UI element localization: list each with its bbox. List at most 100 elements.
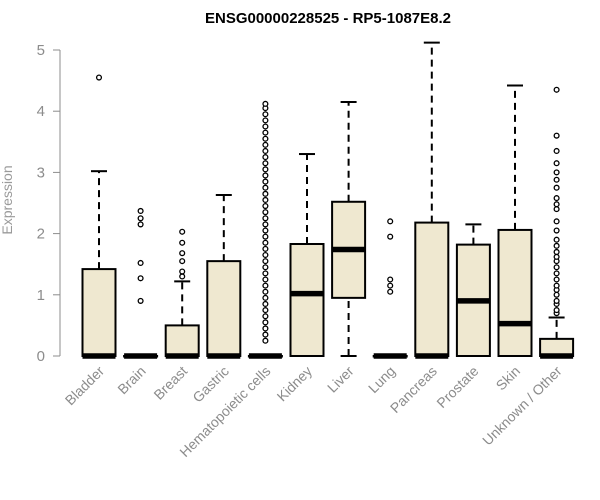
outlier-point: [553, 264, 560, 271]
outlier-point: [137, 207, 144, 215]
outlier-point: [553, 86, 560, 93]
outlier-point: [262, 270, 269, 277]
outlier-point: [137, 297, 144, 304]
outlier-point: [262, 190, 269, 197]
outlier-point: [553, 160, 560, 167]
outlier-point: [262, 166, 269, 173]
outlier-point: [262, 172, 269, 179]
outlier-point: [95, 74, 103, 81]
x-category-label: Unknown / Other: [479, 363, 565, 449]
box: [164, 324, 200, 357]
outlier-point: [262, 331, 269, 338]
box-group: [497, 84, 533, 357]
outlier-point: [179, 268, 186, 275]
outlier-point: [387, 233, 394, 240]
box: [206, 260, 242, 358]
box-group: [206, 194, 242, 359]
outlier-point: [262, 258, 269, 265]
outlier-point: [262, 300, 269, 308]
box-group: [123, 207, 159, 359]
y-tick-label: 3: [37, 164, 45, 181]
outlier-point: [387, 288, 394, 295]
outlier-point: [137, 221, 144, 228]
outlier-point: [387, 218, 394, 225]
box: [81, 268, 117, 358]
box-group: [331, 101, 367, 357]
y-tick-label: 4: [37, 103, 45, 120]
outlier-point: [553, 176, 560, 183]
outlier-point: [553, 236, 560, 243]
outlier-point: [262, 203, 269, 210]
outlier-point: [262, 245, 269, 252]
outlier-point: [262, 135, 269, 142]
x-category-label: Bladder: [62, 363, 108, 409]
box-group: [164, 228, 200, 359]
outlier-point: [179, 228, 186, 235]
outlier-point: [262, 178, 269, 185]
box-group: [539, 86, 575, 359]
y-tick-label: 5: [37, 42, 45, 59]
box-group: [247, 100, 283, 359]
outlier-point: [553, 291, 560, 298]
x-category-label: Lung: [365, 363, 398, 396]
outlier-point: [553, 132, 560, 139]
y-tick-label: 0: [37, 348, 45, 365]
box: [414, 221, 450, 357]
outlier-point: [262, 196, 269, 203]
chart-title: ENSG00000228525 - RP5-1087E8.2: [205, 10, 451, 27]
outlier-point: [262, 100, 269, 107]
x-category-label: Liver: [324, 363, 357, 396]
outlier-point: [262, 154, 269, 161]
outlier-point: [137, 275, 144, 282]
outlier-point: [553, 184, 560, 191]
outlier-point: [553, 282, 560, 289]
outlier-point: [262, 227, 269, 234]
outlier-point: [137, 215, 144, 222]
outlier-point: [262, 221, 269, 228]
outlier-point: [553, 248, 560, 256]
x-category-label: Breast: [150, 363, 190, 403]
box-group: [372, 218, 408, 359]
x-category-label: Brain: [114, 363, 148, 397]
outlier-point: [179, 258, 186, 265]
outlier-point: [262, 141, 269, 148]
outlier-point: [262, 337, 269, 344]
outlier-point: [262, 160, 269, 167]
outlier-point: [553, 253, 560, 260]
outlier-point: [553, 270, 560, 277]
outlier-point: [262, 123, 269, 130]
y-tick-label: 2: [37, 226, 45, 243]
outlier-point: [137, 259, 144, 267]
outlier-point: [387, 276, 394, 283]
outlier-point: [553, 242, 560, 249]
outlier-point: [179, 239, 186, 246]
outlier-point: [179, 250, 186, 257]
box-group: [455, 223, 491, 357]
outlier-point: [262, 251, 269, 259]
outlier-point: [553, 206, 560, 213]
outlier-point: [553, 297, 560, 304]
x-category-label: Prostate: [433, 363, 481, 411]
boxes: [81, 41, 575, 359]
outlier-point: [553, 276, 560, 283]
y-axis-label: Expression: [0, 165, 15, 234]
box-group: [81, 74, 117, 359]
outlier-point: [179, 273, 186, 280]
outlier-point: [262, 264, 269, 271]
y-axis: 0 1 2 3 4 5: [37, 42, 61, 365]
outlier-point: [553, 227, 560, 234]
outlier-point: [262, 117, 269, 124]
outlier-point: [262, 294, 269, 301]
box: [497, 228, 533, 357]
box-group: [289, 153, 325, 357]
outlier-point: [553, 218, 560, 225]
y-tick-label: 1: [37, 287, 45, 304]
outlier-point: [553, 307, 560, 314]
outlier-point: [553, 147, 560, 155]
box-group: [414, 41, 450, 359]
outlier-point: [553, 169, 560, 176]
outlier-point: [262, 307, 269, 314]
outlier-point: [262, 276, 269, 283]
outlier-point: [553, 201, 560, 208]
